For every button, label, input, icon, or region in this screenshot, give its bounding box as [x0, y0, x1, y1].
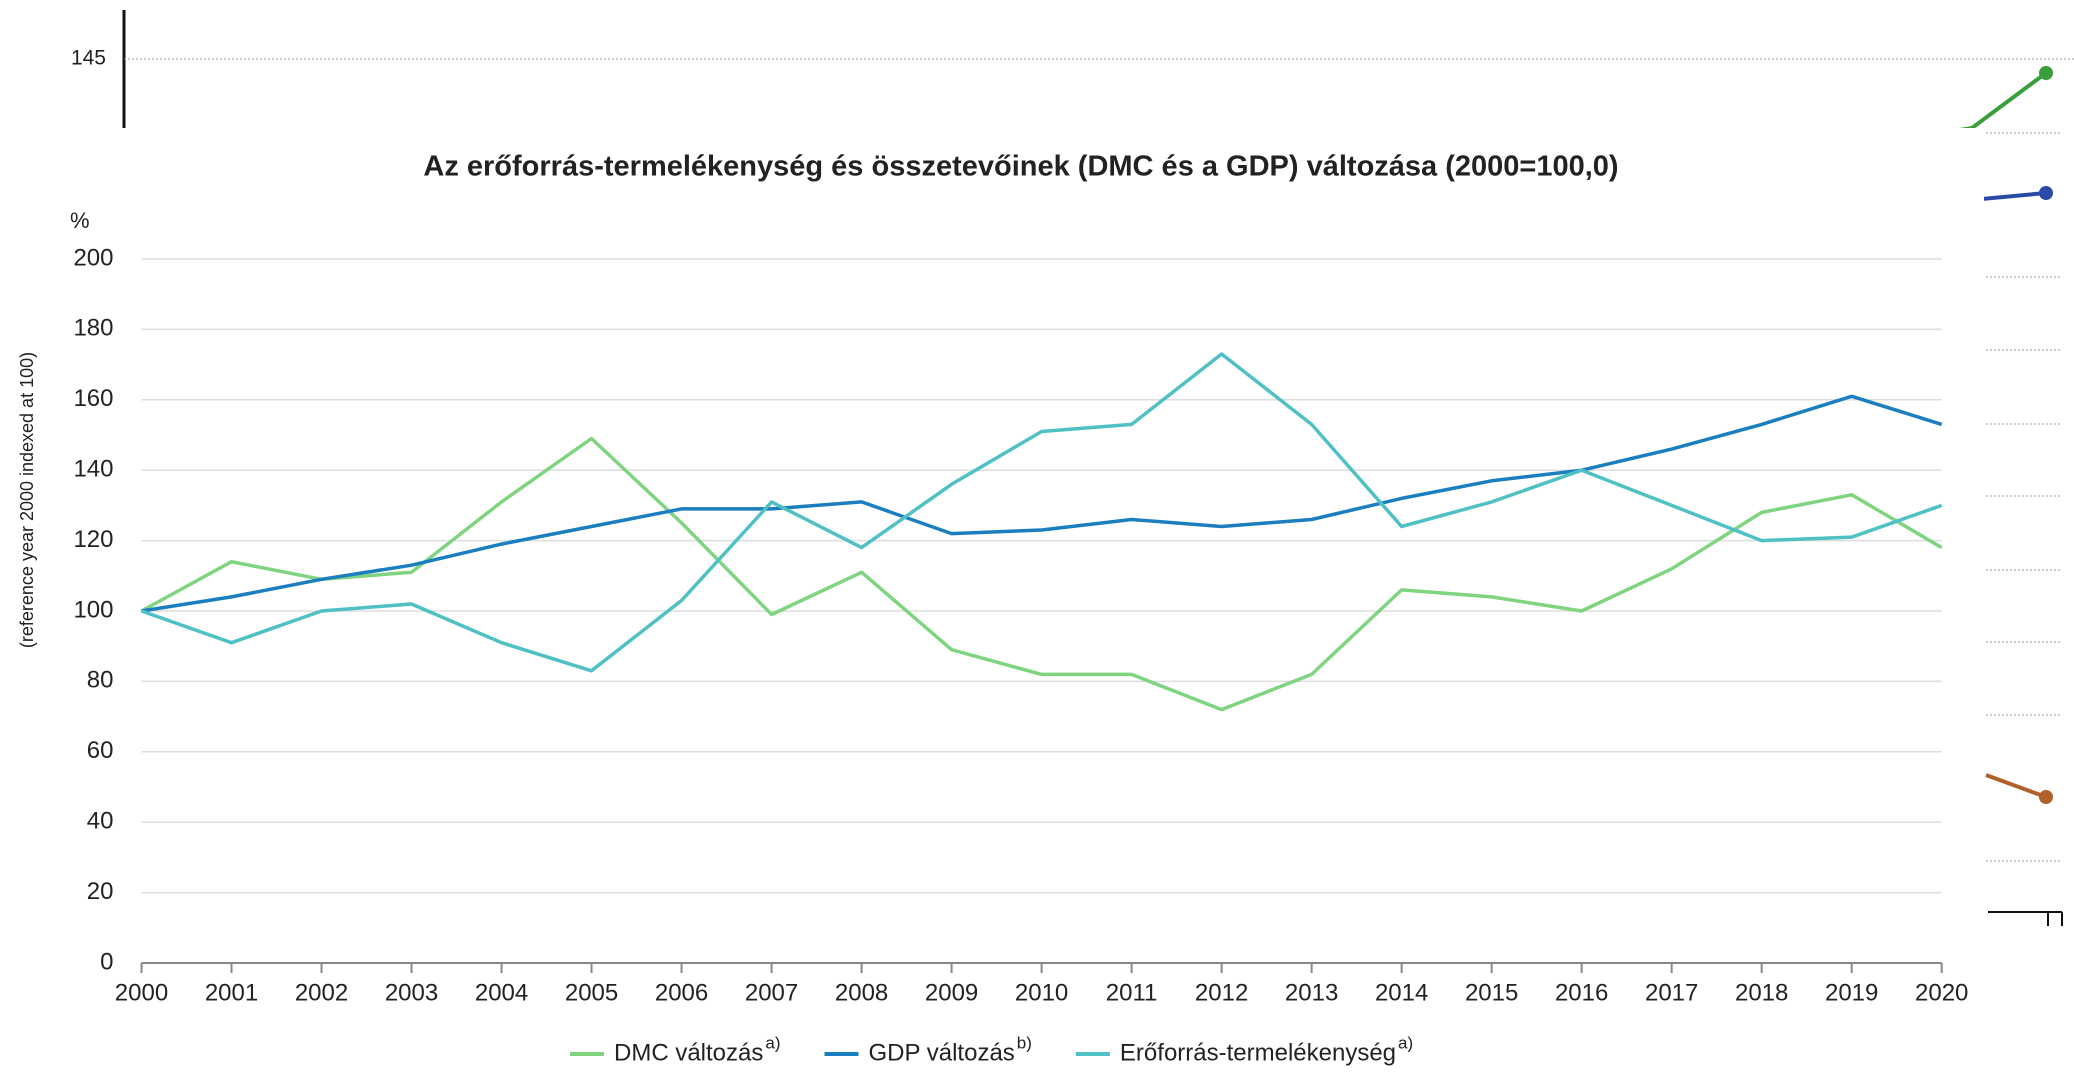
x-tick-label: 2007: [745, 979, 798, 1006]
legend-note: b): [1017, 1033, 1032, 1052]
x-tick-label: 2008: [835, 979, 888, 1006]
x-tick-label: 2010: [1015, 979, 1068, 1006]
y-axis-label: (reference year 2000 indexed at 100): [17, 352, 37, 648]
x-tick-label: 2012: [1195, 979, 1248, 1006]
x-tick-label: 2013: [1285, 979, 1338, 1006]
legend-label: DMC változás: [614, 1039, 763, 1066]
x-tick-label: 2003: [385, 979, 438, 1006]
series-line: [141, 394, 1943, 613]
x-tick-label: 2004: [475, 979, 528, 1006]
y-tick-label: 100: [73, 596, 113, 623]
y-tick-label: 60: [87, 737, 114, 764]
x-tick-label: 2005: [565, 979, 618, 1006]
y-tick-label: 200: [73, 244, 113, 271]
x-tick-label: 2009: [925, 979, 978, 1006]
y-tick-label: 80: [87, 667, 114, 694]
legend-label: Erőforrás-termelékenység: [1120, 1039, 1396, 1066]
y-tick-label: 0: [100, 948, 113, 975]
chart-card: [0, 128, 1984, 1081]
legend-note: a): [765, 1033, 780, 1052]
y-tick-label: 120: [73, 526, 113, 553]
y-tick-label: 180: [73, 315, 113, 342]
chart-title: Az erőforrás-termelékenység és összetevő…: [423, 151, 1618, 183]
x-tick-label: 2011: [1106, 979, 1158, 1006]
bg-grid-right: [1986, 132, 2062, 862]
bg-dot: [2039, 66, 2053, 80]
bg-line: [1985, 773, 2047, 799]
bg-line: [1959, 71, 2048, 132]
x-tick-label: 2006: [655, 979, 708, 1006]
y-tick-label: 20: [87, 878, 114, 905]
x-tick-label: 2017: [1645, 979, 1698, 1006]
bg-dot: [2039, 186, 2053, 200]
x-tick-label: 2001: [205, 979, 258, 1006]
x-tick-label: 2020: [1915, 979, 1968, 1006]
x-tick-label: 2014: [1375, 979, 1428, 1006]
bg-tick-label: 145: [71, 47, 106, 70]
bg-axis-right: [1988, 911, 2063, 926]
y-unit: %: [70, 208, 90, 233]
series-line: [140, 436, 1943, 712]
x-tick-label: 2002: [295, 979, 348, 1006]
legend-label: GDP változás: [869, 1039, 1015, 1066]
x-tick-label: 2016: [1555, 979, 1608, 1006]
x-tick-label: 2015: [1465, 979, 1518, 1006]
y-tick-label: 40: [87, 808, 114, 835]
x-tick-label: 2000: [115, 979, 168, 1006]
x-tick-label: 2018: [1735, 979, 1788, 1006]
series-line: [140, 352, 1943, 673]
bg-dot: [2039, 790, 2053, 804]
legend-note: a): [1398, 1033, 1413, 1052]
x-tick-label: 2019: [1825, 979, 1878, 1006]
y-tick-label: 140: [73, 456, 113, 483]
y-tick-label: 160: [73, 385, 113, 412]
